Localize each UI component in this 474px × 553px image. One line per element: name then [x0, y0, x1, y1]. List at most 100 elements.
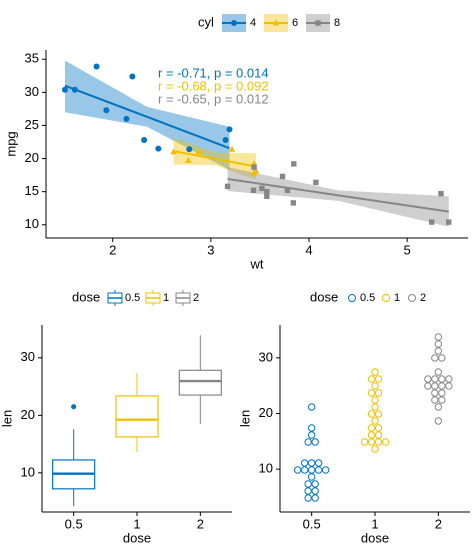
x-tick-label: 0.5 [303, 516, 321, 531]
dot [300, 459, 309, 467]
point [103, 107, 110, 114]
dot [321, 466, 330, 474]
dot [367, 438, 376, 446]
point [185, 156, 192, 163]
legend-label: 2 [420, 292, 426, 304]
y-tick-label: 10 [21, 464, 35, 479]
dot [438, 354, 446, 362]
outlier [71, 404, 77, 410]
dot [371, 417, 379, 425]
dot [311, 438, 319, 446]
y-tick-label: 20 [21, 407, 35, 422]
dot [434, 340, 443, 348]
dot [300, 466, 309, 474]
x-axis-label: dose [361, 530, 389, 545]
dot [304, 494, 312, 502]
point [222, 137, 229, 144]
annotation: r = -0.65, p = 0.012 [158, 91, 269, 106]
legend-title: dose [72, 289, 100, 304]
dot [367, 375, 376, 383]
dot [431, 396, 439, 404]
dot [424, 375, 432, 383]
y-tick-label: 25 [25, 117, 39, 132]
legend-label: 4 [250, 17, 256, 29]
point [71, 86, 78, 93]
dot [367, 389, 376, 397]
x-axis-label: wt [250, 256, 264, 271]
dot [431, 389, 439, 397]
y-tick-label: 30 [25, 84, 39, 99]
point [264, 188, 270, 195]
dot [314, 459, 323, 467]
point [428, 219, 435, 225]
dot [374, 410, 383, 418]
y-tick-label: 20 [259, 405, 273, 420]
dot [374, 424, 383, 432]
dot [371, 396, 379, 404]
dot [307, 473, 316, 481]
dot [367, 424, 376, 432]
dot [307, 431, 316, 439]
dot [434, 333, 443, 341]
dot [314, 466, 323, 474]
legend-label: 0.5 [360, 292, 375, 304]
y-tick-label: 30 [259, 349, 273, 364]
legend-title: dose [310, 289, 338, 304]
x-tick-label: 2 [197, 516, 204, 531]
confidence-band [227, 167, 449, 227]
dot [304, 438, 312, 446]
dot [293, 466, 302, 474]
dot [367, 410, 376, 418]
y-axis-label: mpg [3, 131, 18, 156]
dot [371, 368, 379, 376]
legend-label: 0.5 [125, 292, 140, 304]
fit-line [173, 150, 257, 168]
point [284, 187, 291, 194]
legend-marker [272, 19, 280, 26]
dot [431, 354, 439, 362]
dot [445, 382, 453, 390]
dot [374, 438, 383, 446]
annotation: r = -0.71, p = 0.014 [158, 65, 269, 80]
y-tick-label: 35 [25, 51, 39, 66]
dot [438, 396, 446, 404]
dot [307, 403, 316, 411]
legend-key [408, 294, 416, 302]
dot [311, 480, 319, 488]
point [313, 179, 319, 186]
dot [434, 403, 443, 411]
dot [438, 375, 446, 383]
legend-label: 6 [292, 17, 298, 29]
point [228, 145, 236, 152]
dot [371, 445, 379, 453]
legend-label: 2 [193, 292, 199, 304]
dot [434, 417, 443, 425]
y-tick-label: 15 [25, 183, 39, 198]
legend-marker [231, 20, 237, 26]
point [129, 73, 136, 80]
x-tick-label: 1 [371, 516, 378, 531]
x-tick-label: 4 [305, 242, 312, 257]
x-axis-label: dose [123, 530, 151, 545]
y-axis-label: len [237, 410, 252, 427]
dot [374, 431, 383, 439]
fit-line [64, 84, 230, 150]
confidence-band [64, 60, 230, 170]
dot [311, 494, 319, 502]
point [155, 145, 162, 152]
point [170, 148, 177, 155]
box [115, 395, 159, 438]
legend-marker [315, 20, 321, 26]
point [226, 126, 233, 133]
y-tick-label: 30 [21, 349, 35, 364]
annotation: r = -0.68, p = 0.092 [158, 78, 269, 93]
dot [434, 368, 443, 376]
point [123, 115, 130, 122]
dot [307, 466, 316, 474]
legend-label: 8 [334, 17, 340, 29]
point [251, 164, 257, 170]
point [250, 187, 257, 194]
legend-title: cyl [198, 14, 214, 29]
dot [445, 375, 453, 383]
